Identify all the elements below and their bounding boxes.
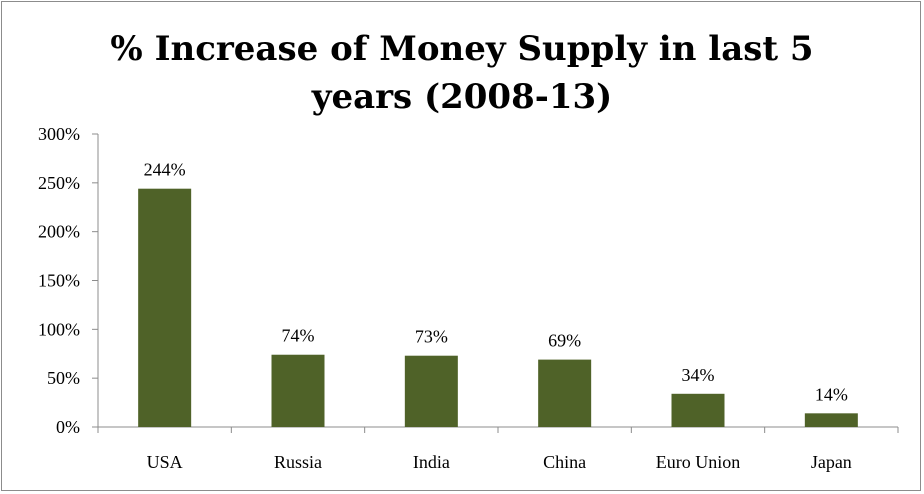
data-label: 34%: [682, 365, 715, 385]
y-tick-label: 200%: [38, 222, 80, 242]
y-tick-label: 250%: [38, 173, 80, 193]
bar: [671, 393, 725, 427]
x-tick-label: China: [543, 452, 586, 472]
bar: [538, 359, 592, 427]
data-label: 244%: [144, 160, 186, 180]
bar: [804, 413, 858, 427]
y-tick-label: 0%: [56, 417, 80, 437]
x-tick-label: Japan: [811, 452, 852, 472]
data-label: 69%: [548, 331, 581, 351]
chart-title: % Increase of Money Supply in last 5 yea…: [110, 29, 813, 117]
x-tick-label: USA: [147, 452, 183, 472]
y-tick-label: 150%: [38, 271, 80, 291]
y-tick-label: 100%: [38, 319, 80, 339]
y-tick-label: 50%: [47, 368, 80, 388]
data-label: 14%: [815, 384, 848, 404]
y-tick-label: 300%: [38, 124, 80, 144]
value-labels: 244% 74% 73% 69% 34% 14%: [144, 160, 848, 405]
x-tick-label: India: [413, 452, 450, 472]
data-label: 73%: [415, 327, 448, 347]
chart-title-line-2: years (2008-13): [311, 77, 613, 117]
axes: 0% 50% 100% 150% 200% 250% 300% USA Russia India C…: [38, 124, 899, 472]
bars: [138, 188, 858, 427]
x-tick-label: Euro Union: [656, 452, 741, 472]
bar: [404, 355, 458, 427]
bar: [138, 188, 192, 427]
data-label: 74%: [282, 326, 315, 346]
bar: [271, 354, 325, 427]
x-tick-label: Russia: [274, 452, 322, 472]
chart-title-line-1: % Increase of Money Supply in last 5: [110, 29, 813, 69]
